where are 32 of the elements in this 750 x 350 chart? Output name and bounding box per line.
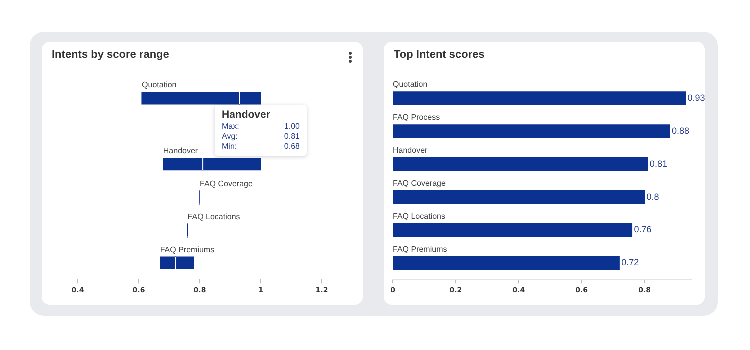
bar	[393, 223, 633, 238]
annotation: Avg:	[222, 132, 238, 142]
bar	[393, 190, 646, 204]
data-label: 0.72	[622, 258, 640, 268]
annotation: Min:	[222, 142, 238, 152]
bar	[393, 92, 686, 106]
category-label: Quotation	[142, 80, 177, 90]
data-label: 0.88	[672, 126, 690, 136]
annotation: Max:	[222, 122, 240, 132]
category-label: FAQ Premiums	[160, 245, 215, 254]
annotation: 1.00	[284, 122, 300, 132]
chart-title: Top Intent scores	[394, 49, 485, 61]
data-label: 0.8	[646, 192, 660, 202]
category-label: FAQ Process	[393, 113, 440, 122]
bar	[393, 256, 620, 270]
category-label: Handover	[163, 146, 198, 156]
annotation: 0.81	[284, 132, 300, 142]
annotation: Handover	[222, 109, 272, 121]
data-label: 0.81	[650, 158, 668, 169]
category-label: FAQ Locations	[393, 212, 446, 221]
category-label: Quotation	[393, 80, 428, 90]
category-label: FAQ Coverage	[200, 179, 253, 188]
data-label: 0.93	[688, 92, 706, 103]
data-label: 0.76	[634, 224, 652, 235]
annotation: 0.68	[284, 142, 300, 152]
category-label: FAQ Locations	[188, 212, 240, 222]
category-label: FAQ Coverage	[393, 178, 446, 188]
chart-title: Intents by score range	[52, 49, 170, 61]
category-label: FAQ Premiums	[393, 244, 448, 254]
category-label: Handover	[393, 146, 428, 156]
bar	[393, 124, 670, 138]
bar	[393, 158, 648, 172]
